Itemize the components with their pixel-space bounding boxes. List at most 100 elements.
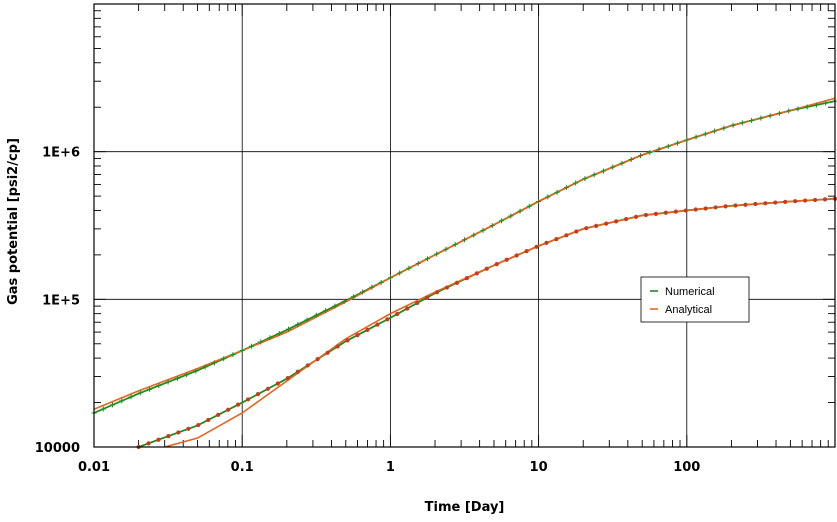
marker-numerical-lower [325,350,330,355]
y-tick-labels: 10000 1E+5 1E+6 [35,146,80,456]
marker-numerical-lower [544,240,549,246]
marker-numerical-upper [156,383,162,389]
marker-numerical-upper [452,242,458,248]
x-tick-label: 1 [386,460,395,475]
marker-numerical-lower [693,207,698,212]
marker-numerical-lower [196,422,201,428]
marker-numerical-lower [405,306,410,311]
marker-numerical-lower [355,333,360,338]
marker-numerical-lower [753,201,758,207]
marker-numerical-lower [216,412,221,417]
y-axis-title: Gas potential [psi2/cp] [6,138,21,305]
marker-numerical-upper [647,149,653,155]
marker-numerical-upper [702,131,708,137]
x-tick-label: 0.1 [231,460,254,475]
marker-numerical-upper [675,140,681,146]
series-line-analytical-lower [164,197,835,447]
marker-numerical-upper [563,185,569,191]
minor-ticks [93,4,835,448]
marker-numerical-lower [206,417,211,423]
marker-numerical-upper [341,298,347,304]
marker-numerical-upper [610,164,616,170]
marker-numerical-upper [174,375,180,381]
marker-numerical-upper [545,194,551,200]
marker-numerical-upper [508,213,514,219]
marker-numerical-upper [313,312,319,318]
marker-numerical-lower [146,441,151,446]
marker-numerical-upper [360,289,366,295]
x-tick-labels: 0.01 0.1 1 10 100 [78,460,700,475]
marker-numerical-lower [703,206,708,211]
marker-numerical-upper [286,326,292,332]
marker-numerical-upper [600,168,606,174]
marker-numerical-lower [186,426,191,431]
marker-numerical-lower [156,437,161,442]
marker-numerical-lower [255,392,261,397]
marker-numerical-lower [226,407,231,412]
marker-numerical-upper [295,322,301,328]
marker-numerical-lower [683,208,688,213]
marker-numerical-upper [628,156,634,162]
marker-numerical-lower [245,397,251,402]
marker-numerical-lower [474,271,479,276]
series-line-numerical-lower [138,197,835,447]
marker-numerical-upper [239,348,245,354]
marker-numerical-upper [489,223,495,229]
marker-numerical-lower [494,262,499,267]
marker-numerical-upper [619,160,625,166]
marker-numerical-lower [295,369,300,374]
marker-numerical-upper [665,143,671,149]
marker-numerical-upper [332,303,338,309]
marker-numerical-lower [564,233,569,238]
marker-numerical-lower [623,217,629,222]
marker-numerical-upper [786,108,792,114]
marker-numerical-upper [536,198,542,204]
marker-numerical-upper [573,180,579,186]
marker-numerical-lower [793,199,798,204]
marker-numerical-upper [480,227,486,233]
marker-numerical-lower [385,317,390,322]
marker-numerical-upper [554,189,560,195]
marker-numerical-upper [749,117,755,123]
marker-numerical-upper [721,125,727,131]
marker-numerical-lower [743,202,748,207]
marker-numerical-upper [684,137,690,143]
marker-numerical-upper [119,398,125,404]
marker-numerical-upper [248,343,254,349]
marker-numerical-upper [739,120,745,126]
marker-numerical-lower [733,203,738,208]
marker-numerical-lower [315,357,320,362]
marker-numerical-upper [804,104,810,110]
legend-label-analytical: Analytical [665,304,712,316]
marker-numerical-lower [643,212,649,218]
marker-numerical-lower [275,381,280,386]
marker-numerical-upper [100,406,106,412]
marker-numerical-upper [415,261,421,267]
marker-numerical-lower [166,433,171,439]
marker-numerical-upper [323,308,329,314]
marker-numerical-lower [285,375,290,381]
marker-numerical-upper [424,256,430,262]
marker-numerical-upper [443,246,449,252]
marker-numerical-upper [147,386,153,392]
gridlines [93,3,836,448]
x-axis-title: Time [Day] [425,500,505,515]
marker-numerical-lower [614,219,619,224]
marker-numerical-upper [637,153,643,159]
marker-numerical-lower [365,327,370,332]
marker-numerical-lower [335,344,340,349]
marker-numerical-upper [712,128,718,134]
marker-numerical-upper [462,237,467,243]
marker-numerical-lower [663,210,668,215]
marker-numerical-upper [397,270,403,276]
marker-numerical-lower [534,244,539,249]
marker-numerical-lower [713,205,718,210]
marker-numerical-lower [574,229,579,234]
marker-numerical-lower [434,290,440,295]
marker-numerical-lower [265,386,271,391]
y-tick-label: 1E+5 [42,293,80,308]
marker-numerical-lower [604,221,609,226]
x-tick-label: 0.01 [78,460,110,475]
marker-numerical-lower [524,249,529,254]
